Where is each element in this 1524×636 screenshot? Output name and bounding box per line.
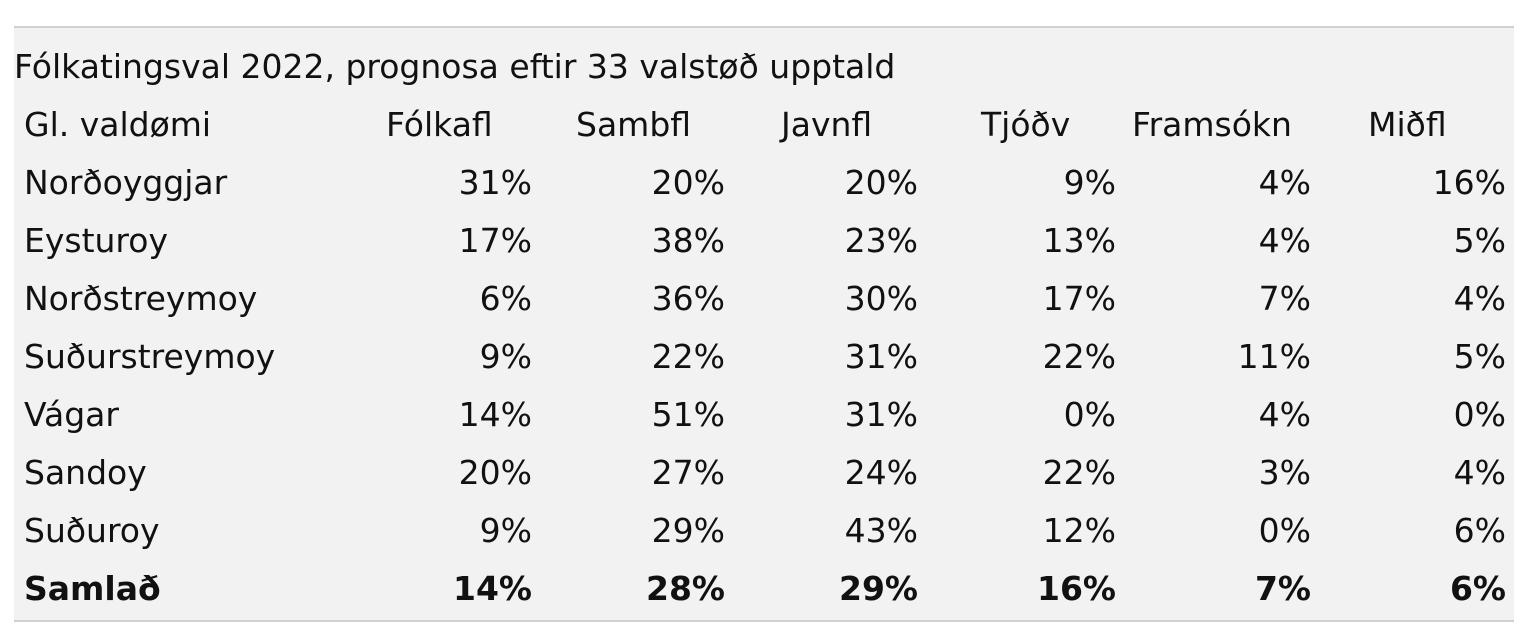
cell-tjodv: 9% bbox=[1063, 163, 1116, 202]
cell-javnfl: 31% bbox=[844, 337, 918, 376]
cell-folkafl: 6% bbox=[479, 279, 532, 318]
table-panel bbox=[14, 26, 1514, 622]
cell-framsokn: 4% bbox=[1258, 395, 1311, 434]
cell-midfl: 0% bbox=[1453, 395, 1506, 434]
total-label: Samlað bbox=[24, 569, 161, 608]
row-label: Norðoyggjar bbox=[24, 163, 228, 202]
cell-sambfl: 29% bbox=[651, 511, 725, 550]
cell-framsokn: 4% bbox=[1258, 221, 1311, 260]
total-framsokn: 7% bbox=[1254, 569, 1311, 608]
total-row: Samlað 14% 28% 29% 16% 7% 6% bbox=[0, 560, 1524, 618]
row-label: Eysturoy bbox=[24, 221, 168, 260]
total-sambfl: 28% bbox=[646, 569, 725, 608]
cell-tjodv: 17% bbox=[1042, 279, 1116, 318]
header-tjodv: Tjóðv bbox=[981, 105, 1071, 144]
cell-sambfl: 51% bbox=[651, 395, 725, 434]
cell-folkafl: 31% bbox=[458, 163, 532, 202]
row-label: Suðurstreymoy bbox=[24, 337, 276, 376]
table-row: Eysturoy 17% 38% 23% 13% 4% 5% bbox=[0, 212, 1524, 270]
cell-folkafl: 20% bbox=[458, 453, 532, 492]
cell-framsokn: 11% bbox=[1237, 337, 1311, 376]
cell-javnfl: 23% bbox=[844, 221, 918, 260]
cell-framsokn: 4% bbox=[1258, 163, 1311, 202]
cell-javnfl: 43% bbox=[844, 511, 918, 550]
table-row: Suðuroy 9% 29% 43% 12% 0% 6% bbox=[0, 502, 1524, 560]
cell-midfl: 5% bbox=[1453, 221, 1506, 260]
header-district: Gl. valdømi bbox=[24, 105, 212, 144]
cell-tjodv: 22% bbox=[1042, 337, 1116, 376]
cell-framsokn: 7% bbox=[1258, 279, 1311, 318]
cell-sambfl: 36% bbox=[651, 279, 725, 318]
cell-tjodv: 13% bbox=[1042, 221, 1116, 260]
cell-midfl: 4% bbox=[1453, 453, 1506, 492]
table-row: Norðoyggjar 31% 20% 20% 9% 4% 16% bbox=[0, 154, 1524, 212]
row-label: Vágar bbox=[24, 395, 119, 434]
cell-folkafl: 14% bbox=[458, 395, 532, 434]
cell-framsokn: 0% bbox=[1258, 511, 1311, 550]
table-row: Suðurstreymoy 9% 22% 31% 22% 11% 5% bbox=[0, 328, 1524, 386]
cell-tjodv: 12% bbox=[1042, 511, 1116, 550]
row-label: Norðstreymoy bbox=[24, 279, 258, 318]
header-sambfl: Sambfl bbox=[576, 105, 692, 144]
cell-folkafl: 17% bbox=[458, 221, 532, 260]
cell-sambfl: 38% bbox=[651, 221, 725, 260]
header-midfl: Miðfl bbox=[1368, 105, 1447, 144]
cell-midfl: 5% bbox=[1453, 337, 1506, 376]
header-framsokn: Framsókn bbox=[1132, 105, 1292, 144]
cell-folkafl: 9% bbox=[479, 337, 532, 376]
cell-sambfl: 22% bbox=[651, 337, 725, 376]
cell-framsokn: 3% bbox=[1258, 453, 1311, 492]
cell-sambfl: 20% bbox=[651, 163, 725, 202]
cell-javnfl: 30% bbox=[844, 279, 918, 318]
header-row: Gl. valdømi Fólkafl Sambfl Javnfl Tjóðv … bbox=[0, 96, 1524, 154]
row-label: Sandoy bbox=[24, 453, 147, 492]
cell-javnfl: 20% bbox=[844, 163, 918, 202]
cell-midfl: 16% bbox=[1432, 163, 1506, 202]
total-folkafl: 14% bbox=[453, 569, 532, 608]
cell-midfl: 4% bbox=[1453, 279, 1506, 318]
table-row: Norðstreymoy 6% 36% 30% 17% 7% 4% bbox=[0, 270, 1524, 328]
total-tjodv: 16% bbox=[1037, 569, 1116, 608]
table-row: Sandoy 20% 27% 24% 22% 3% 4% bbox=[0, 444, 1524, 502]
cell-tjodv: 22% bbox=[1042, 453, 1116, 492]
header-javnfl: Javnfl bbox=[781, 105, 873, 144]
cell-javnfl: 24% bbox=[844, 453, 918, 492]
header-folkafl: Fólkafl bbox=[386, 105, 493, 144]
cell-folkafl: 9% bbox=[479, 511, 532, 550]
cell-sambfl: 27% bbox=[651, 453, 725, 492]
cell-tjodv: 0% bbox=[1063, 395, 1116, 434]
cell-javnfl: 31% bbox=[844, 395, 918, 434]
cell-midfl: 6% bbox=[1453, 511, 1506, 550]
table-row: Vágar 14% 51% 31% 0% 4% 0% bbox=[0, 386, 1524, 444]
total-midfl: 6% bbox=[1449, 569, 1506, 608]
table-title: Fólkatingsval 2022, prognosa eftir 33 va… bbox=[14, 47, 896, 86]
total-javnfl: 29% bbox=[839, 569, 918, 608]
row-label: Suðuroy bbox=[24, 511, 160, 550]
